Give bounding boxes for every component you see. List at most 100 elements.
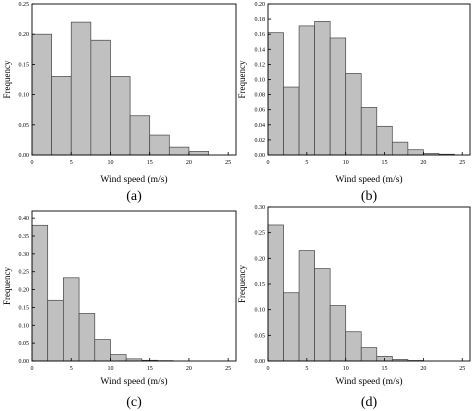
histogram-bar — [360, 347, 378, 362]
x-tick-label: 20 — [186, 160, 192, 166]
x-tick-label: 10 — [107, 366, 113, 372]
histogram-bar — [360, 107, 378, 156]
y-tick-label: 0.10 — [255, 308, 266, 314]
panel-label: (d) — [361, 395, 378, 410]
y-tick-label: 0.15 — [19, 305, 30, 311]
histogram-bar — [314, 21, 331, 156]
histogram-bar — [298, 250, 315, 362]
x-tick-label: 15 — [382, 160, 388, 166]
x-tick-label: 5 — [70, 366, 73, 372]
y-tick-label: 0.08 — [255, 93, 266, 99]
chart-panel-4: 0 5 10 15 20 25 0.00 0.05 0.10 0.15 0.20 0.25 0.30 Wi… — [237, 205, 471, 410]
histogram-bar — [314, 268, 331, 362]
chart-panel-3: 0 5 10 15 20 25 0.00 0.05 0.10 0.15 0.20 0.25 0.30 0.… — [2, 210, 237, 410]
y-tick-label: 0.00 — [255, 153, 266, 159]
y-tick-label: 0.04 — [255, 123, 266, 129]
histogram-bar — [345, 73, 362, 156]
histogram-bar — [267, 224, 284, 362]
panel-label: (c) — [126, 395, 142, 410]
y-tick-label: 0.05 — [19, 123, 30, 129]
histogram-bar — [31, 224, 49, 362]
x-axis-label: Wind speed (m/s) — [100, 376, 167, 387]
x-tick-label: 25 — [225, 160, 231, 166]
y-tick-label: 0.14 — [255, 47, 266, 53]
x-tick-label: 20 — [420, 366, 426, 372]
y-tick-label: 0.10 — [19, 93, 30, 99]
x-tick-label: 25 — [459, 366, 465, 372]
histogram-bar — [188, 151, 209, 156]
y-tick-label: 0.18 — [255, 17, 266, 23]
y-tick-label: 0.40 — [19, 216, 30, 222]
x-tick-label: 15 — [147, 366, 153, 372]
y-tick-label: 0.20 — [19, 32, 30, 38]
y-axis-label: Frequency — [237, 60, 247, 98]
histogram-bar — [168, 146, 190, 156]
histogram-bar — [129, 115, 151, 156]
x-tick-label: 5 — [305, 160, 308, 166]
histogram-bar — [70, 21, 92, 156]
x-tick-label: 10 — [107, 160, 113, 166]
x-tick-label: 20 — [186, 366, 192, 372]
histogram-bar — [78, 313, 96, 362]
x-tick-label: 0 — [267, 160, 270, 166]
y-tick-label: 0.20 — [19, 288, 30, 294]
y-axis-label: Frequency — [237, 265, 247, 303]
histogram-bar — [94, 339, 111, 362]
plot-frame — [31, 210, 237, 362]
y-tick-label: 0.25 — [19, 270, 30, 276]
y-tick-label: 0.00 — [255, 359, 266, 365]
histogram-bar — [283, 86, 300, 156]
y-tick-label: 0.25 — [19, 2, 30, 8]
y-tick-label: 0.12 — [255, 62, 266, 68]
y-tick-label: 0.16 — [255, 32, 266, 38]
y-tick-label: 0.20 — [255, 2, 266, 8]
histogram-bar — [391, 141, 409, 156]
x-tick-label: 25 — [225, 366, 231, 372]
histogram-bar — [376, 125, 393, 156]
histogram-bar — [407, 149, 424, 156]
x-tick-label: 10 — [343, 160, 349, 166]
x-tick-label: 5 — [70, 160, 73, 166]
panel-label: (b) — [361, 189, 378, 204]
y-axis-label: Frequency — [2, 60, 12, 98]
x-axis-label: Wind speed (m/s) — [100, 174, 167, 185]
y-tick-label: 0.35 — [19, 234, 30, 240]
x-tick-label: 0 — [31, 366, 34, 372]
histogram-bar — [63, 277, 80, 362]
x-tick-label: 15 — [147, 160, 153, 166]
x-axis-label: Wind speed (m/s) — [335, 174, 402, 185]
panel-label: (a) — [126, 189, 142, 204]
histogram-bar — [51, 76, 72, 156]
histogram-bar — [267, 32, 284, 156]
histogram-bar — [345, 331, 362, 362]
y-axis-label: Frequency — [2, 267, 12, 305]
y-tick-label: 0.10 — [255, 78, 266, 84]
histogram-bar — [329, 305, 347, 362]
y-tick-label: 0.30 — [19, 252, 30, 258]
histogram-bar — [90, 39, 111, 156]
histogram-bar — [298, 25, 315, 156]
histogram-bar — [110, 354, 127, 362]
x-axis-label: Wind speed (m/s) — [335, 376, 402, 387]
y-tick-label: 0.00 — [19, 153, 30, 159]
x-tick-label: 25 — [459, 160, 465, 166]
x-tick-label: 5 — [305, 366, 308, 372]
y-tick-label: 0.15 — [255, 282, 266, 288]
histogram-bar — [283, 292, 300, 362]
x-tick-label: 0 — [267, 366, 270, 372]
chart-panel-1: 0 5 10 15 20 25 0.00 0.05 0.10 0.15 0.20 0.25 Wind s… — [2, 2, 237, 204]
y-tick-label: 0.05 — [19, 341, 30, 347]
histogram-bar — [110, 76, 131, 156]
x-tick-label: 0 — [31, 160, 34, 166]
chart-panel-2: 0 5 10 15 20 25 0.00 0.02 0.04 0.06 0.08 0.10 0.12 0.… — [237, 2, 471, 204]
x-tick-label: 10 — [343, 366, 349, 372]
y-tick-label: 0.10 — [19, 323, 30, 329]
y-tick-label: 0.20 — [255, 256, 266, 262]
plot-frame — [31, 3, 237, 156]
y-tick-label: 0.05 — [255, 333, 266, 339]
histogram-bar — [47, 299, 64, 362]
y-tick-label: 0.00 — [19, 359, 30, 365]
y-tick-label: 0.25 — [255, 231, 266, 237]
histogram-bar — [329, 37, 347, 156]
